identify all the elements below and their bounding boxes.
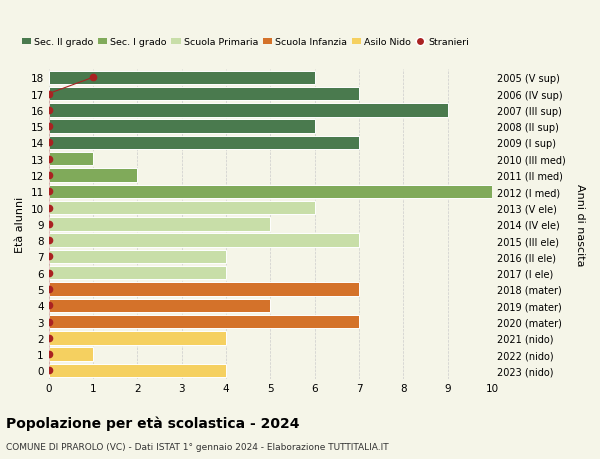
Bar: [49, 136, 359, 150]
Bar: [49, 234, 359, 247]
Legend: Sec. II grado, Sec. I grado, Scuola Primaria, Scuola Infanzia, Asilo Nido, Stran: Sec. II grado, Sec. I grado, Scuola Prim…: [18, 34, 473, 51]
Text: Popolazione per età scolastica - 2024: Popolazione per età scolastica - 2024: [6, 415, 299, 430]
Y-axis label: Anni di nascita: Anni di nascita: [575, 183, 585, 265]
Bar: [49, 202, 314, 215]
Bar: [49, 347, 93, 361]
Bar: [49, 283, 359, 296]
Bar: [49, 315, 359, 329]
Bar: [49, 120, 314, 134]
Text: COMUNE DI PRAROLO (VC) - Dati ISTAT 1° gennaio 2024 - Elaborazione TUTTITALIA.IT: COMUNE DI PRAROLO (VC) - Dati ISTAT 1° g…: [6, 442, 389, 451]
Bar: [49, 250, 226, 263]
Bar: [49, 266, 226, 280]
Bar: [49, 169, 137, 182]
Bar: [49, 299, 271, 312]
Bar: [49, 218, 271, 231]
Bar: [49, 331, 226, 345]
Bar: [49, 72, 314, 85]
Bar: [49, 185, 492, 198]
Bar: [49, 364, 226, 377]
Bar: [49, 88, 359, 101]
Y-axis label: Età alunni: Età alunni: [15, 196, 25, 252]
Bar: [49, 153, 93, 166]
Bar: [49, 104, 448, 117]
